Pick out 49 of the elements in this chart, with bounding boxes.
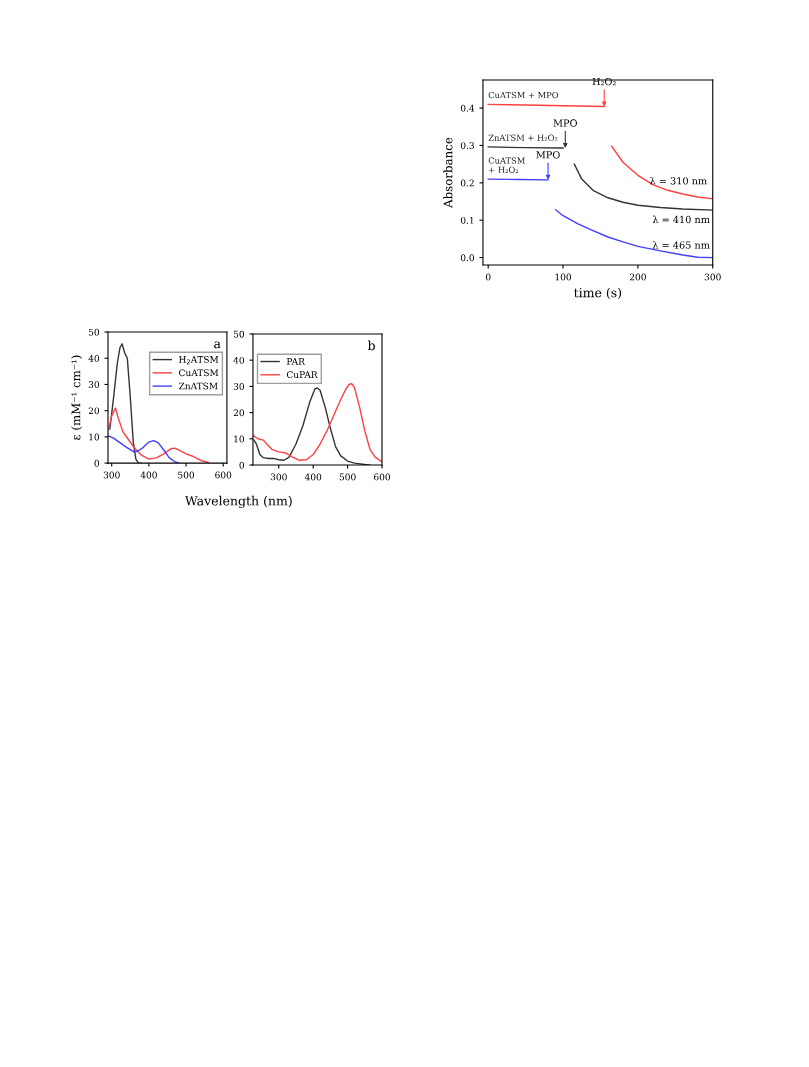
x-tick-label: 200 bbox=[629, 273, 646, 281]
y-tick-label: 20 bbox=[88, 407, 100, 415]
y-tick-label: 10 bbox=[234, 435, 245, 443]
x-axis-title: Wavelength (nm) bbox=[184, 495, 292, 509]
x-tick-label: 300 bbox=[704, 273, 721, 281]
y-tick-label: 0.4 bbox=[460, 104, 475, 112]
annotation: H₂O₂ bbox=[592, 77, 616, 86]
legend-label: ZnATSM + H₂O₂ bbox=[488, 134, 558, 141]
y-tick-label: 0.2 bbox=[460, 179, 474, 187]
x-tick-label: 300 bbox=[270, 473, 287, 481]
y-tick-label: 20 bbox=[233, 409, 245, 417]
annotation: b bbox=[367, 340, 375, 351]
annotation: λ = 310 nm bbox=[649, 176, 707, 185]
legend-label: PAR bbox=[286, 358, 306, 365]
x-tick-label: 400 bbox=[140, 471, 157, 479]
y-tick-label: 40 bbox=[233, 356, 245, 364]
series-label: CuATSM + MPO bbox=[488, 91, 559, 99]
x-tick-label: 600 bbox=[215, 471, 232, 479]
y-tick-label: 0.3 bbox=[460, 142, 474, 149]
x-tick-label: 300 bbox=[103, 471, 120, 479]
y-tick-label: 0 bbox=[239, 461, 245, 469]
y-tick-label: 30 bbox=[233, 383, 245, 390]
y-axis-title: ε (mM⁻¹ cm⁻¹) bbox=[71, 355, 83, 440]
y-tick-label: 0.0 bbox=[460, 254, 475, 262]
y-tick-label: 50 bbox=[233, 330, 245, 338]
legend-label: CuPAR bbox=[286, 371, 318, 379]
x-tick-label: 600 bbox=[374, 473, 391, 481]
x-tick-label: 400 bbox=[304, 473, 322, 481]
x-tick-label: 500 bbox=[339, 473, 356, 481]
y-tick-label: 10 bbox=[89, 433, 100, 441]
series-label: CuATSM + H₂O₂ bbox=[488, 157, 525, 173]
legend-label: H$_{2}$ATSM bbox=[179, 355, 219, 365]
x-tick-label: 500 bbox=[178, 471, 195, 479]
y-tick-label: 30 bbox=[88, 381, 100, 389]
x-axis-title: time (s) bbox=[574, 287, 622, 300]
annotation: a bbox=[214, 341, 221, 349]
y-tick-label: 40 bbox=[88, 354, 100, 362]
x-tick-label: 0 bbox=[485, 273, 491, 281]
annotation: λ = 410 nm bbox=[652, 215, 710, 224]
x-tick-label: 100 bbox=[555, 273, 572, 281]
annotation: MPO bbox=[553, 119, 577, 127]
annotation: MPO bbox=[536, 151, 560, 159]
annotation: λ = 465 nm bbox=[652, 241, 710, 249]
y-tick-label: 0 bbox=[94, 459, 100, 467]
y-axis-title: Absorbance bbox=[443, 137, 453, 208]
legend-label: ZnATSM bbox=[178, 382, 218, 390]
y-tick-label: 0.1 bbox=[460, 216, 474, 224]
legend-label: CuATSM bbox=[179, 369, 219, 377]
y-tick-label: 50 bbox=[88, 328, 100, 336]
